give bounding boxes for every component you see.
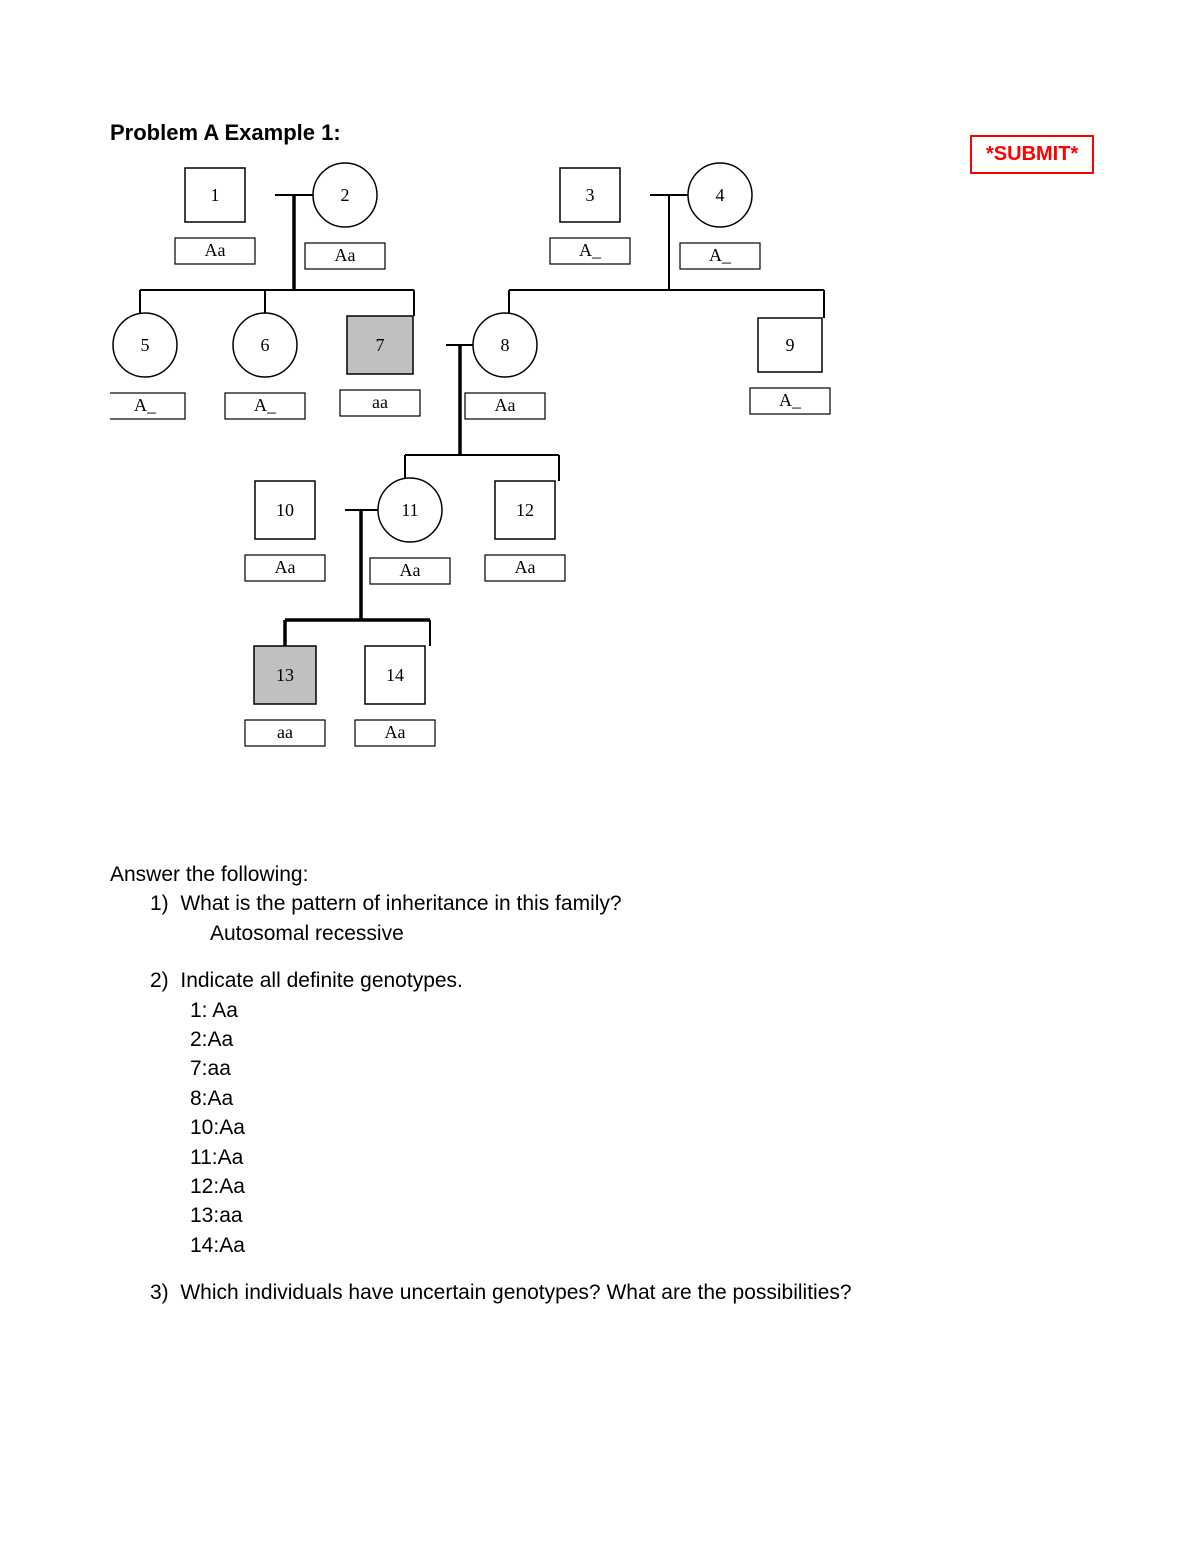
svg-text:Aa: Aa bbox=[385, 722, 406, 742]
svg-text:A_: A_ bbox=[709, 245, 732, 265]
answers-heading: Answer the following: bbox=[110, 860, 1090, 889]
q2-genotype-line: 2:Aa bbox=[190, 1025, 1090, 1054]
svg-text:A_: A_ bbox=[579, 240, 602, 260]
svg-text:2: 2 bbox=[341, 185, 350, 205]
q2-genotype-line: 1: Aa bbox=[190, 996, 1090, 1025]
svg-text:10: 10 bbox=[276, 500, 294, 520]
problem-title: Problem A Example 1: bbox=[110, 120, 341, 146]
q1-line: 1) What is the pattern of inheritance in… bbox=[150, 889, 1090, 918]
svg-text:12: 12 bbox=[516, 500, 534, 520]
q2-genotype-line: 12:Aa bbox=[190, 1172, 1090, 1201]
pedigree-diagram: 1 Aa 2 Aa 3 A_ 4 A_ 5 A_ 6 A_ 7 aa 8 Aa 9 A_ 10 Aa 11 Aa 12 Aa 1… bbox=[110, 155, 1090, 815]
svg-text:aa: aa bbox=[372, 392, 388, 412]
svg-text:Aa: Aa bbox=[515, 557, 536, 577]
svg-text:6: 6 bbox=[261, 335, 270, 355]
svg-text:13: 13 bbox=[276, 665, 294, 685]
svg-text:3: 3 bbox=[586, 185, 595, 205]
q2-genotype-line: 10:Aa bbox=[190, 1113, 1090, 1142]
svg-text:11: 11 bbox=[401, 500, 418, 520]
q2-genotype-line: 8:Aa bbox=[190, 1084, 1090, 1113]
q2-num: 2) bbox=[150, 969, 169, 992]
svg-text:Aa: Aa bbox=[335, 245, 356, 265]
svg-text:14: 14 bbox=[386, 665, 404, 685]
svg-text:A_: A_ bbox=[134, 395, 157, 415]
q3-num: 3) bbox=[150, 1281, 169, 1304]
svg-text:5: 5 bbox=[141, 335, 150, 355]
svg-text:Aa: Aa bbox=[400, 560, 421, 580]
svg-text:Aa: Aa bbox=[275, 557, 296, 577]
svg-text:7: 7 bbox=[376, 335, 385, 355]
q2-line: 2) Indicate all definite genotypes. bbox=[150, 966, 1090, 995]
svg-text:Aa: Aa bbox=[495, 395, 516, 415]
q2-text: Indicate all definite genotypes. bbox=[180, 969, 463, 992]
svg-text:A_: A_ bbox=[254, 395, 277, 415]
svg-text:aa: aa bbox=[277, 722, 293, 742]
q3-line: 3) Which individuals have uncertain geno… bbox=[150, 1278, 1090, 1307]
q2-genotype-line: 7:aa bbox=[190, 1054, 1090, 1083]
q2-genotype-line: 13:aa bbox=[190, 1201, 1090, 1230]
q1-answer: Autosomal recessive bbox=[210, 919, 1090, 948]
svg-text:Aa: Aa bbox=[205, 240, 226, 260]
svg-text:A_: A_ bbox=[779, 390, 802, 410]
svg-text:1: 1 bbox=[211, 185, 220, 205]
q2-genotype-line: 14:Aa bbox=[190, 1231, 1090, 1260]
q3-text: Which individuals have uncertain genotyp… bbox=[180, 1281, 851, 1304]
q1-text: What is the pattern of inheritance in th… bbox=[180, 892, 621, 915]
q1-num: 1) bbox=[150, 892, 169, 915]
q2-genotype-line: 11:Aa bbox=[190, 1143, 1090, 1172]
svg-text:9: 9 bbox=[786, 335, 795, 355]
answers-section: Answer the following: 1) What is the pat… bbox=[110, 860, 1090, 1307]
q2-answers: 1: Aa2:Aa7:aa8:Aa10:Aa11:Aa12:Aa13:aa14:… bbox=[110, 996, 1090, 1261]
page: Problem A Example 1: *SUBMIT* 1Aa2Aa3A_4… bbox=[0, 0, 1200, 1553]
svg-text:4: 4 bbox=[716, 185, 725, 205]
svg-text:8: 8 bbox=[501, 335, 510, 355]
